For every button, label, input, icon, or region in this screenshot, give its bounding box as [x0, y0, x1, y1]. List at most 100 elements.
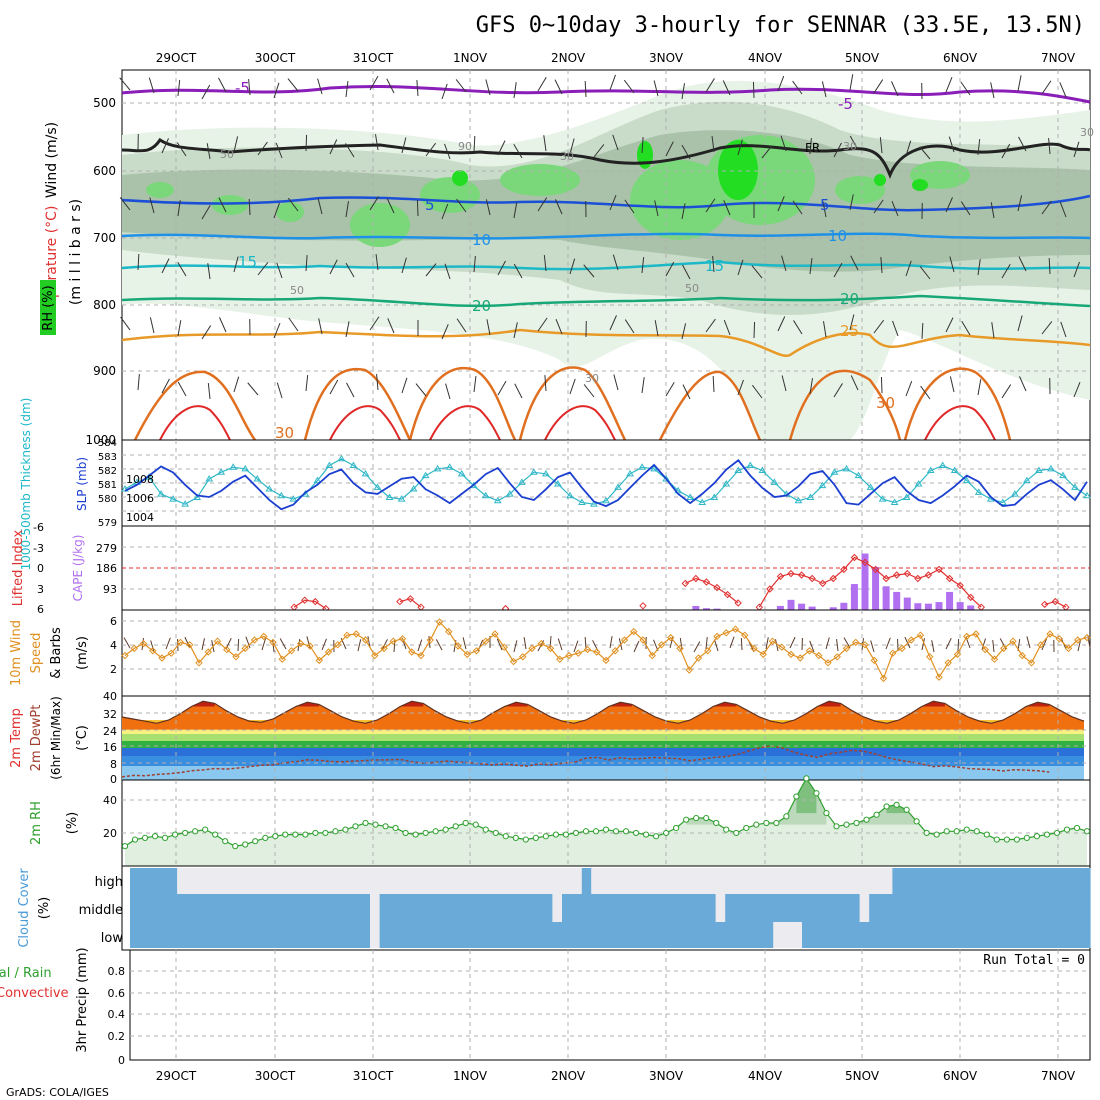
- rh-marker: [663, 829, 670, 837]
- wind-barb: [119, 197, 131, 211]
- wind-barb: [609, 315, 617, 331]
- cloud-cell: [638, 922, 649, 948]
- cloud-cell: [562, 868, 573, 894]
- ylabel-wind10-speed: Speed: [29, 633, 44, 674]
- ytick-label: 800: [93, 298, 116, 312]
- temp-band: [122, 766, 1084, 780]
- thickness-marker: [541, 469, 550, 477]
- cloud-cell: [216, 922, 227, 948]
- cloud-cell: [666, 868, 677, 894]
- wind-marker: [232, 653, 240, 661]
- cloud-cell: [706, 894, 717, 922]
- wind-barb: [462, 637, 467, 650]
- cloud-cell: [994, 922, 1005, 948]
- cloud-cell: [744, 922, 755, 948]
- cloud-cell: [341, 894, 352, 922]
- cloud-cell: [619, 868, 630, 894]
- cloud-cell: [312, 922, 323, 948]
- cloud-cell: [1061, 894, 1072, 922]
- wind-barb: [441, 203, 449, 220]
- cloud-cell: [446, 922, 457, 948]
- wind-marker: [121, 651, 129, 660]
- rh-marker: [883, 803, 890, 810]
- wind-marker: [898, 644, 906, 653]
- wind-marker: [722, 629, 730, 637]
- wind-barb: [276, 382, 283, 399]
- wind-marker: [750, 644, 758, 653]
- cloud-cell: [760, 868, 771, 894]
- rh-label: 50: [220, 148, 234, 161]
- upper-yticks: 500 600 700 800 900 1000: [85, 96, 116, 447]
- cape-bar: [946, 591, 954, 610]
- rh-marker: [442, 826, 449, 833]
- ytick-label: 1000: [85, 433, 116, 447]
- cape-bar: [776, 605, 784, 610]
- rh-marker: [312, 829, 319, 837]
- wind-marker: [815, 651, 823, 660]
- cloud-cell: [523, 922, 534, 948]
- wind-barb: [945, 637, 952, 650]
- wind-barb: [248, 198, 251, 216]
- bottom-date-label: 6NOV: [943, 1069, 978, 1083]
- wind-barb: [245, 636, 251, 649]
- wind-barb: [207, 263, 211, 280]
- ytick-label: 2: [110, 663, 117, 676]
- cloud-cell: [437, 922, 448, 948]
- lifted-marker: [829, 574, 837, 583]
- cloud-cell: [552, 922, 563, 948]
- wind-barb: [417, 639, 423, 652]
- cloud-cell: [773, 894, 784, 922]
- bottom-date-label: 4NOV: [748, 1069, 783, 1083]
- cloud-cell: [494, 922, 505, 948]
- cloud-cell: [214, 868, 225, 894]
- cloud-cell: [591, 868, 602, 894]
- wind-marker: [907, 636, 915, 644]
- lifted-marker: [840, 565, 848, 574]
- wind-barb: [513, 144, 523, 159]
- lifted-marker: [713, 583, 721, 592]
- cloud-cell: [205, 868, 216, 894]
- wind-barb: [960, 81, 971, 96]
- cloud-cell: [696, 894, 707, 922]
- cape-bar: [692, 605, 700, 610]
- ytick-label: 581: [98, 480, 117, 491]
- isotherm-label: 15: [238, 253, 257, 271]
- wind-barb: [681, 144, 691, 160]
- cloud-cell: [1070, 922, 1081, 948]
- wind10-panel-frame: [121, 609, 1091, 697]
- wind-barb: [514, 383, 523, 399]
- cloud-cell: [788, 868, 799, 894]
- wind-barb: [257, 262, 269, 276]
- cloud-cell: [331, 894, 342, 922]
- wind-marker: [537, 639, 545, 648]
- wind-barb: [486, 319, 491, 336]
- wind-barb: [369, 316, 380, 331]
- cloud-cell: [946, 922, 957, 948]
- rh-marker: [282, 831, 289, 838]
- wind-barb: [740, 637, 743, 651]
- rh-marker: [1073, 824, 1081, 832]
- thickness-marker: [926, 466, 935, 474]
- wind-barb: [905, 380, 913, 397]
- ylabel-wind: Wind (m/s): [44, 122, 60, 198]
- wind-barb: [425, 142, 437, 157]
- wind-barb: [624, 319, 635, 334]
- rh-marker: [803, 775, 810, 782]
- rh-marker: [512, 834, 519, 841]
- bottom-date-label: 29OCT: [156, 1069, 197, 1083]
- ytick-label: 3: [37, 583, 44, 596]
- rh-marker: [131, 836, 139, 843]
- cloud-cell: [533, 894, 544, 922]
- thickness-marker: [205, 474, 214, 482]
- cloud-cell: [197, 894, 208, 922]
- lifted-marker: [967, 593, 975, 602]
- wind-barb: [273, 202, 280, 219]
- thickness-marker: [626, 469, 634, 477]
- rh-marker: [392, 824, 399, 832]
- thickness-yticks: 584 583 582 581 580 579: [98, 438, 117, 529]
- wind10-markers: [121, 618, 1091, 683]
- wind-marker: [990, 655, 999, 663]
- cloud-cell: [888, 894, 899, 922]
- thickness-marker: [433, 464, 442, 472]
- wind-barb: [821, 81, 827, 98]
